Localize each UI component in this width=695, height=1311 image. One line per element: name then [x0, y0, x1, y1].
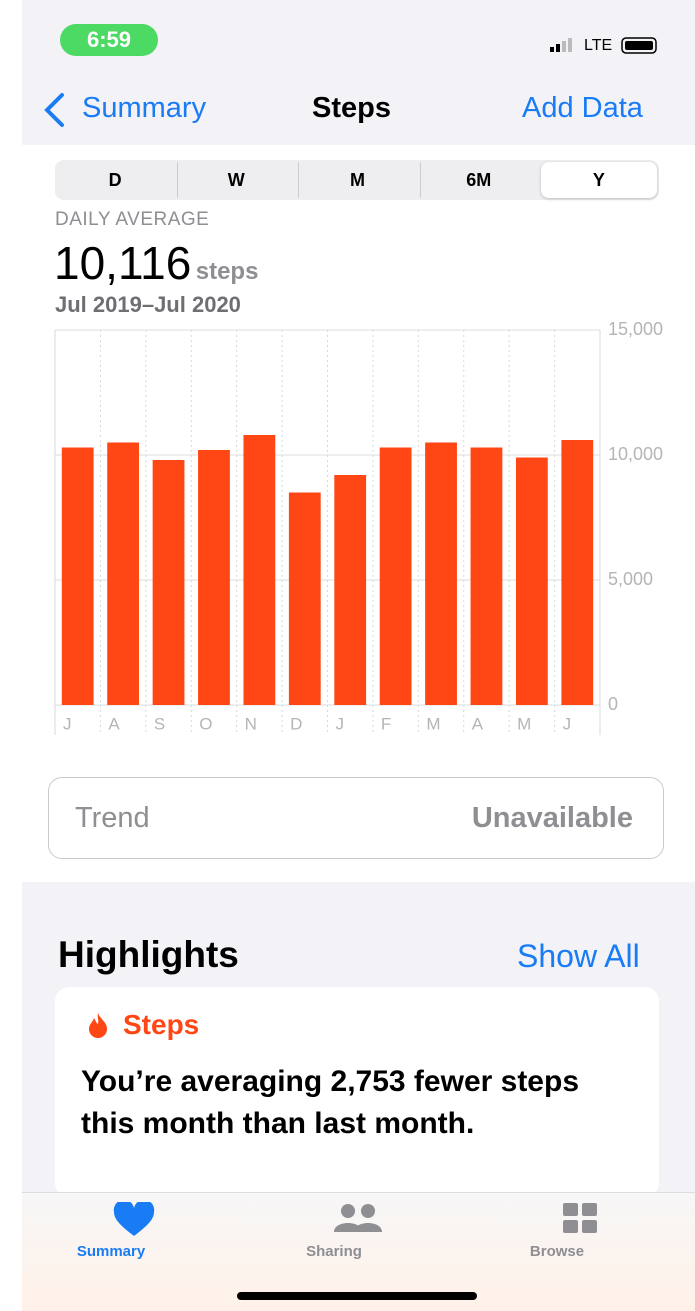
bar — [61, 447, 94, 705]
tab-label[interactable]: Browse — [529, 1243, 585, 1260]
battery-level — [625, 41, 653, 50]
x-tick-label: S — [154, 714, 165, 733]
highlight-card[interactable]: Steps You’re averaging 2,753 fewer steps… — [55, 987, 659, 1197]
x-tick-label: J — [336, 714, 345, 733]
show-all-button[interactable]: Show All — [517, 938, 640, 974]
bar — [561, 440, 594, 705]
tab-label[interactable]: Summary — [76, 1243, 146, 1260]
signal-bar — [556, 44, 560, 52]
bar — [334, 475, 367, 705]
y-tick-label: 10,000 — [608, 444, 663, 464]
summary-icon[interactable] — [113, 1202, 155, 1238]
nav-title: Steps — [312, 92, 391, 124]
x-tick-label: M — [517, 714, 531, 733]
back-chevron[interactable] — [42, 92, 68, 128]
segment[interactable]: 6M — [419, 162, 537, 198]
battery — [621, 37, 657, 54]
sharing-icon[interactable] — [332, 1202, 384, 1234]
time-pill: 6:59 — [60, 24, 158, 56]
signal-bar — [562, 41, 566, 52]
x-tick-label: F — [381, 714, 391, 733]
browse-icon[interactable] — [562, 1202, 598, 1234]
bar — [288, 492, 321, 705]
segment[interactable]: M — [298, 162, 415, 198]
segmented-control: D W M 6M Y — [55, 160, 659, 200]
bar — [425, 442, 457, 705]
x-tick-label: A — [108, 714, 120, 733]
status-icons: LTE — [550, 37, 657, 54]
bar — [107, 442, 140, 705]
highlights-title: Highlights — [58, 934, 239, 975]
trend-card[interactable]: Trend Unavailable — [48, 777, 664, 859]
highlight-text: You’re averaging 2,753 fewer steps this … — [81, 1065, 580, 1140]
trend-status: Unavailable — [471, 802, 633, 834]
y-tick-label: 15,000 — [608, 320, 663, 339]
y-tick-label: 5,000 — [608, 569, 653, 589]
flame-icon — [89, 1013, 107, 1038]
summary-range: Jul 2019–Jul 2020 — [55, 292, 241, 317]
summary-value-row: 10,116 steps — [54, 236, 258, 290]
x-tick-label: M — [426, 714, 440, 733]
y-tick-label: 0 — [608, 694, 618, 714]
home-indicator — [237, 1292, 477, 1300]
signal-bar — [568, 38, 572, 52]
bar — [515, 457, 548, 705]
x-tick-label: O — [199, 714, 212, 733]
tab-labels: Summary Sharing Browse — [22, 1243, 695, 1263]
bar — [152, 460, 185, 705]
summary-unit: steps — [195, 258, 259, 285]
network-label: LTE — [584, 37, 612, 54]
signal-bar — [550, 47, 554, 52]
bar — [243, 435, 276, 705]
bar — [379, 447, 412, 705]
x-tick-label: A — [472, 714, 484, 733]
x-tick-label: D — [290, 714, 302, 733]
highlight-category: Steps — [123, 1009, 200, 1040]
bar — [470, 447, 503, 705]
chart: 0 5,000 10,000 15,000 J A S O N D J F M A M J — [54, 320, 663, 735]
summary-value: 10,116 — [54, 237, 192, 289]
segment[interactable]: D — [108, 170, 122, 190]
segment[interactable]: W — [177, 162, 294, 198]
bar — [198, 450, 230, 705]
add-data-button[interactable]: Add Data — [522, 92, 643, 124]
tab-label[interactable]: Sharing — [306, 1243, 362, 1260]
x-tick-label: N — [245, 714, 257, 733]
summary-label: DAILY AVERAGE — [55, 209, 210, 230]
back-button[interactable]: Summary — [82, 92, 207, 124]
x-tick-label: J — [63, 714, 72, 733]
segment[interactable]: Y — [540, 162, 658, 198]
trend-label: Trend — [75, 802, 150, 834]
x-tick-label: J — [563, 714, 572, 733]
